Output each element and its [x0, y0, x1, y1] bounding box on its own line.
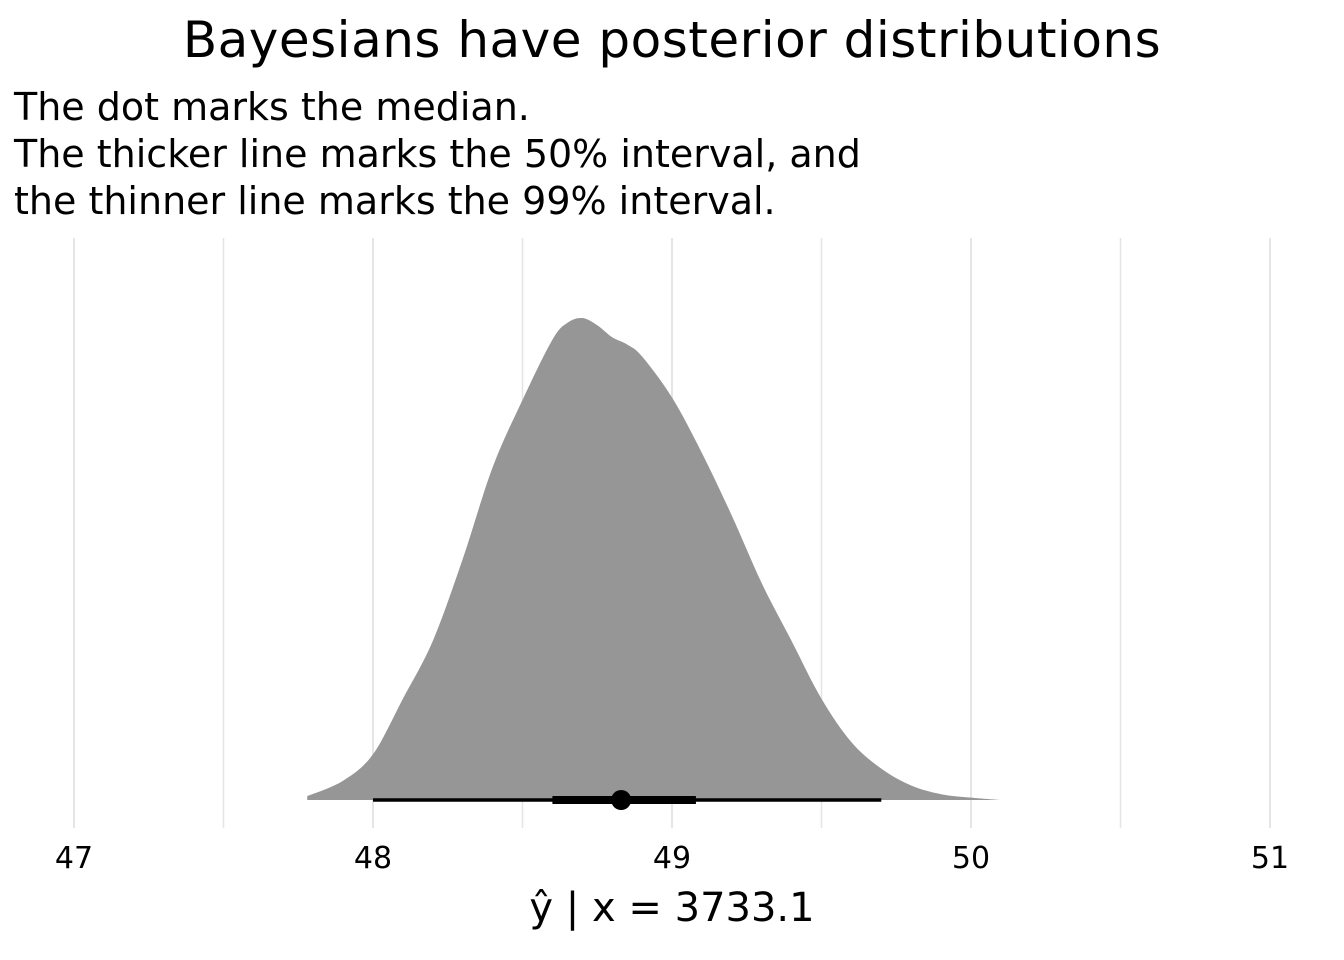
x-tick-label: 49: [653, 841, 691, 876]
x-axis-label: ŷ | x = 3733.1: [529, 885, 815, 931]
median-dot: [611, 790, 632, 810]
x-axis-ticks: 47 48 49 50 51: [55, 841, 1289, 876]
x-tick-label: 51: [1251, 841, 1289, 876]
x-tick-label: 48: [354, 841, 392, 876]
chart-title: Bayesians have posterior distributions: [182, 11, 1162, 69]
subtitle-line-1: The dot marks the median.: [14, 85, 530, 129]
chart-subtitle: The dot marks the median. The thicker li…: [14, 84, 861, 225]
x-tick-label: 47: [55, 841, 93, 876]
posterior-density-area: [307, 317, 1001, 800]
x-tick-label: 50: [952, 841, 990, 876]
subtitle-line-2: The thicker line marks the 50% interval,…: [14, 132, 861, 176]
subtitle-line-3: the thinner line marks the 99% interval.: [14, 179, 776, 223]
